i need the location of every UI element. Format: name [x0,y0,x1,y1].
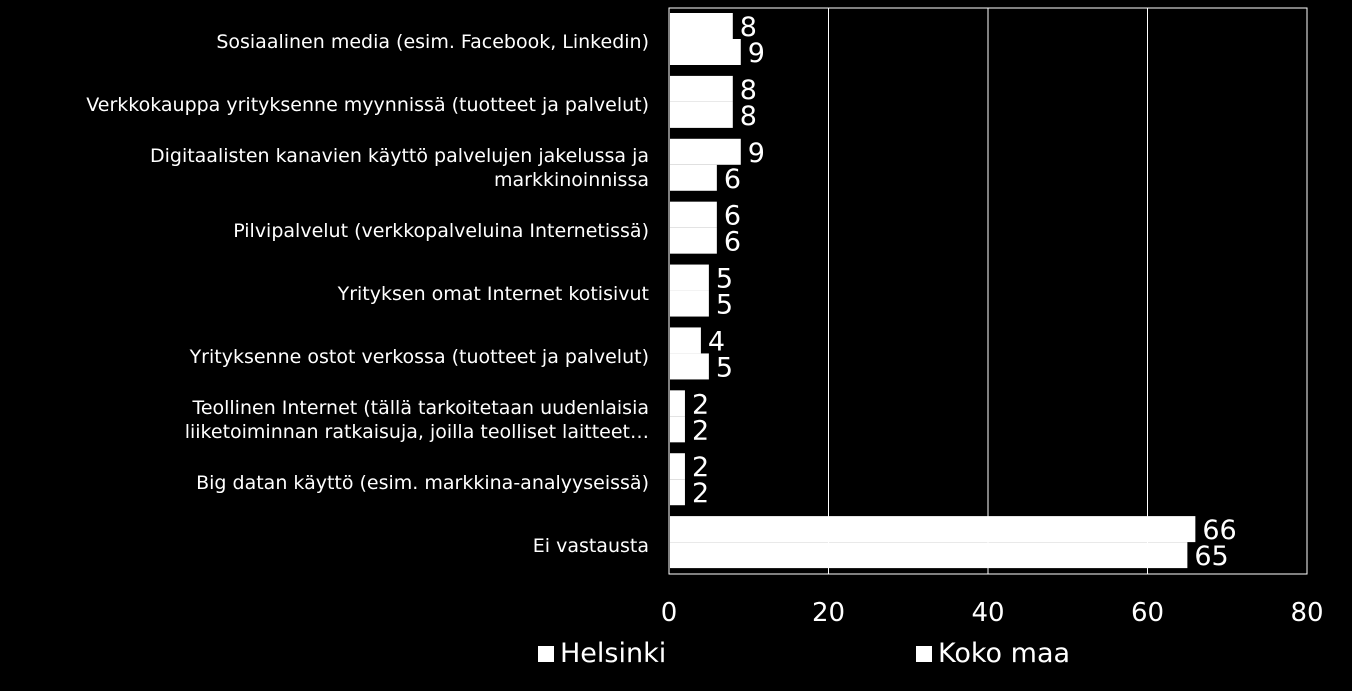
bar-helsinki-2 [670,138,741,165]
bar-helsinki-1 [670,75,733,102]
bar-helsinki-3 [670,201,717,228]
x-tick-label: 80 [1290,598,1323,628]
x-tick-label: 0 [661,598,678,628]
data-label-koko-maa-6: 2 [692,415,709,446]
category-label: Verkkokauppa yrityksenne myynnissä (tuot… [86,94,649,117]
data-label-koko-maa-7: 2 [692,478,709,509]
bar-koko-maa-1 [670,101,733,128]
data-label-koko-maa-2: 6 [724,164,741,195]
bar-koko-maa-5 [670,353,709,380]
bar-koko-maa-0 [670,39,741,65]
legend-item-koko-maa: Koko maa [916,638,1070,669]
bar-koko-maa-7 [670,479,685,506]
bar-koko-maa-6 [670,416,685,443]
bar-helsinki-8 [670,516,1196,543]
x-tick-label: 60 [1131,598,1164,628]
data-label-helsinki-8: 66 [1202,515,1236,546]
data-label-helsinki-7: 2 [692,452,709,483]
category-label: Big datan käyttö (esim. markkina-analyys… [196,471,649,494]
x-tick-label: 40 [971,598,1004,628]
data-label-koko-maa-8: 65 [1194,541,1228,572]
legend-label-koko-maa: Koko maa [938,638,1071,669]
bar-koko-maa-8 [670,542,1188,569]
bar-helsinki-5 [670,327,701,354]
data-label-koko-maa-4: 5 [716,290,733,321]
data-label-koko-maa-3: 6 [724,227,741,258]
bar-helsinki-0 [670,13,733,39]
bar-helsinki-7 [670,453,685,480]
data-label-koko-maa-5: 5 [716,352,733,383]
bar-helsinki-4 [670,264,709,291]
plot-frame [668,7,1308,575]
category-label: Yrityksenne ostot verkossa (tuotteet ja … [189,345,649,368]
x-tick-label: 20 [812,598,845,628]
legend-swatch-helsinki [538,645,554,662]
data-label-helsinki-6: 2 [692,389,709,420]
bar-koko-maa-4 [670,290,709,317]
data-label-helsinki-3: 6 [724,201,741,232]
category-label: Ei vastausta [532,534,649,557]
legend-swatch-koko-maa [916,645,932,662]
legend-item-helsinki: Helsinki [538,638,666,669]
category-label: Teollinen Internet (tällä tarkoitetaan u… [184,396,649,443]
category-label: Digitaalisten kanavien käyttö palvelujen… [149,145,649,192]
data-label-helsinki-4: 5 [716,264,733,295]
category-label: Yrityksen omat Internet kotisivut [337,283,649,305]
bar-koko-maa-3 [670,227,717,254]
category-label: Sosiaalinen media (esim. Facebook, Linke… [216,31,649,54]
data-label-helsinki-1: 8 [740,75,757,106]
category-label: Pilvipalvelut (verkkopalveluina Internet… [233,220,649,243]
data-label-helsinki-2: 9 [748,138,765,169]
bar-helsinki-6 [670,390,685,417]
data-label-helsinki-5: 4 [708,326,725,357]
bar-koko-maa-2 [670,164,717,191]
data-label-koko-maa-1: 8 [740,101,757,132]
data-label-helsinki-0: 8 [740,12,757,43]
data-label-koko-maa-0: 9 [748,38,765,69]
legend-label-helsinki: Helsinki [560,638,667,669]
